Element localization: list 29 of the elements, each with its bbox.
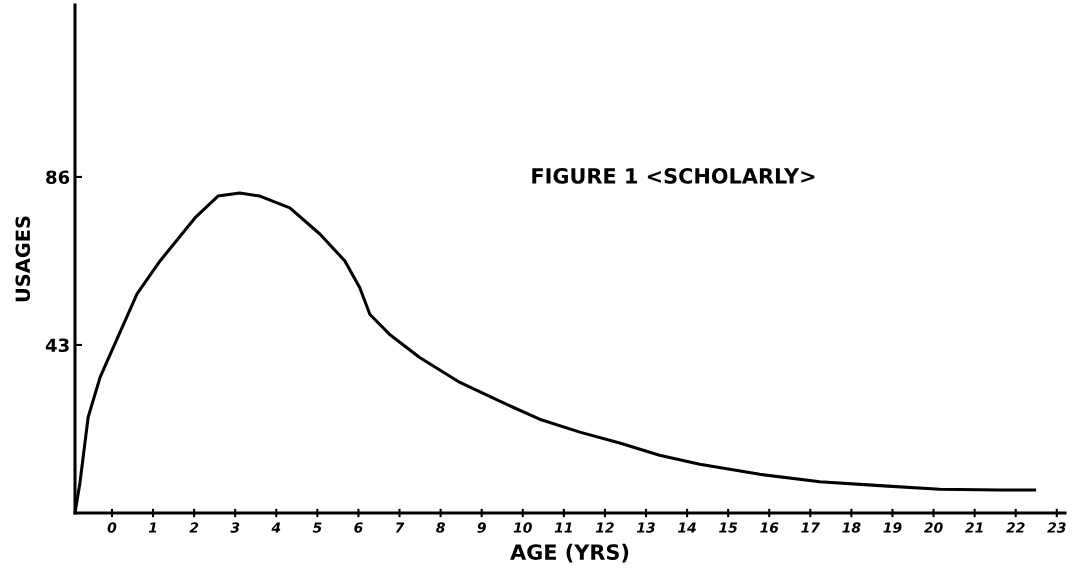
x-axis-title: AGE (YRS) bbox=[510, 543, 629, 563]
x-tick-label: 16 bbox=[760, 522, 779, 533]
x-tick-label: 1 bbox=[148, 522, 157, 533]
y-tick-label: 86 bbox=[46, 170, 70, 185]
x-tick-label: 10 bbox=[513, 522, 532, 533]
x-tick-label: 11 bbox=[554, 522, 572, 533]
x-tick-label: 8 bbox=[436, 522, 445, 533]
x-tick-label: 7 bbox=[395, 522, 405, 533]
y-axis-title: USAGES bbox=[15, 216, 31, 302]
x-tick-label: 13 bbox=[636, 522, 655, 533]
x-tick-label: 19 bbox=[883, 522, 902, 533]
x-tick-label: 12 bbox=[595, 522, 614, 533]
x-tick-label: 20 bbox=[923, 522, 943, 533]
x-tick-label: 9 bbox=[477, 522, 486, 533]
x-tick-label: 5 bbox=[312, 522, 322, 533]
x-tick-label: 17 bbox=[801, 522, 820, 533]
text: FIGURE 1 <SCHOLARLY> bbox=[532, 168, 815, 184]
x-tick-label: 15 bbox=[719, 522, 738, 533]
x-tick-label: 22 bbox=[1006, 522, 1025, 533]
x-tick-label: 21 bbox=[965, 522, 983, 533]
x-tick-label: 2 bbox=[189, 522, 199, 533]
x-tick-label: 18 bbox=[842, 522, 861, 533]
x-tick-label: 4 bbox=[271, 522, 281, 533]
x-tick-label: 23 bbox=[1047, 522, 1066, 533]
x-tick-label: 6 bbox=[354, 522, 363, 533]
x-tick-label: 14 bbox=[678, 522, 696, 533]
y-tick-label: 43 bbox=[45, 338, 69, 353]
x-tick-label: 0 bbox=[107, 522, 117, 533]
x-tick-label: 3 bbox=[230, 522, 240, 533]
